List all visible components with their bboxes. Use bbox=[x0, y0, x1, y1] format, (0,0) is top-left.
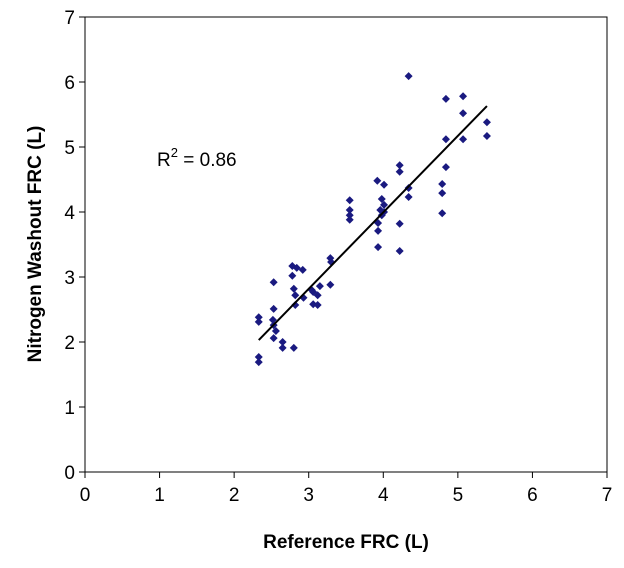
point bbox=[278, 343, 287, 352]
point bbox=[380, 180, 389, 189]
y-tick-label: 7 bbox=[64, 8, 75, 29]
annotation-rest: = 0.86 bbox=[178, 150, 237, 171]
point bbox=[271, 326, 280, 335]
x-tick-label: 5 bbox=[453, 485, 464, 506]
point bbox=[459, 92, 468, 101]
point bbox=[269, 334, 278, 343]
point bbox=[254, 313, 263, 322]
y-tick-label: 3 bbox=[64, 268, 75, 289]
point bbox=[459, 135, 468, 144]
point bbox=[345, 206, 354, 215]
point bbox=[441, 94, 450, 103]
y-tick-label: 4 bbox=[64, 203, 75, 224]
y-axis-label: Nitrogen Washout FRC (L) bbox=[25, 126, 46, 363]
point bbox=[374, 243, 383, 252]
point bbox=[345, 211, 354, 220]
plot-frame bbox=[84, 16, 608, 473]
x-tick-label: 6 bbox=[527, 485, 538, 506]
x-tick-label: 0 bbox=[80, 485, 91, 506]
point bbox=[278, 338, 287, 346]
point bbox=[395, 167, 404, 176]
y-tick-label: 1 bbox=[64, 398, 75, 419]
trend-line bbox=[258, 105, 488, 341]
x-tick-label: 7 bbox=[602, 485, 613, 506]
x-tick-label: 1 bbox=[154, 485, 165, 506]
y-tick-label: 6 bbox=[64, 73, 75, 94]
x-tick-label: 4 bbox=[378, 485, 389, 506]
point bbox=[313, 291, 322, 300]
point bbox=[438, 189, 447, 198]
annotation-sup: 2 bbox=[171, 145, 178, 160]
point bbox=[441, 163, 450, 172]
point bbox=[438, 209, 447, 218]
point bbox=[438, 180, 447, 189]
point bbox=[289, 284, 298, 293]
point bbox=[254, 358, 263, 367]
point bbox=[315, 282, 324, 291]
point bbox=[395, 247, 404, 255]
point bbox=[288, 271, 297, 280]
annotation-base: R bbox=[157, 150, 171, 171]
point bbox=[345, 215, 354, 224]
point bbox=[404, 193, 413, 202]
point bbox=[380, 200, 389, 209]
point bbox=[395, 161, 404, 170]
point bbox=[313, 300, 322, 309]
point bbox=[395, 219, 404, 228]
point bbox=[374, 226, 383, 235]
point bbox=[269, 304, 278, 313]
point bbox=[291, 291, 300, 300]
point bbox=[377, 195, 386, 203]
point bbox=[482, 118, 491, 127]
point bbox=[482, 131, 491, 140]
x-tick-label: 2 bbox=[229, 485, 240, 506]
point bbox=[254, 317, 263, 326]
point bbox=[292, 263, 301, 272]
point bbox=[459, 109, 468, 118]
annotation: R2 = 0.86 bbox=[157, 145, 237, 171]
point bbox=[289, 343, 298, 352]
y-tick-label: 5 bbox=[64, 138, 75, 159]
point bbox=[268, 315, 277, 324]
point bbox=[441, 135, 450, 144]
point bbox=[254, 352, 263, 361]
y-tick-label: 0 bbox=[64, 463, 75, 484]
x-axis-label: Reference FRC (L) bbox=[263, 532, 429, 553]
point bbox=[326, 280, 335, 289]
point bbox=[345, 196, 354, 205]
point bbox=[404, 72, 413, 81]
x-tick-label: 3 bbox=[303, 485, 314, 506]
point bbox=[269, 278, 278, 287]
point bbox=[373, 176, 382, 185]
point bbox=[291, 300, 300, 309]
y-tick-label: 2 bbox=[64, 333, 75, 354]
point bbox=[404, 183, 413, 192]
point bbox=[298, 265, 307, 274]
